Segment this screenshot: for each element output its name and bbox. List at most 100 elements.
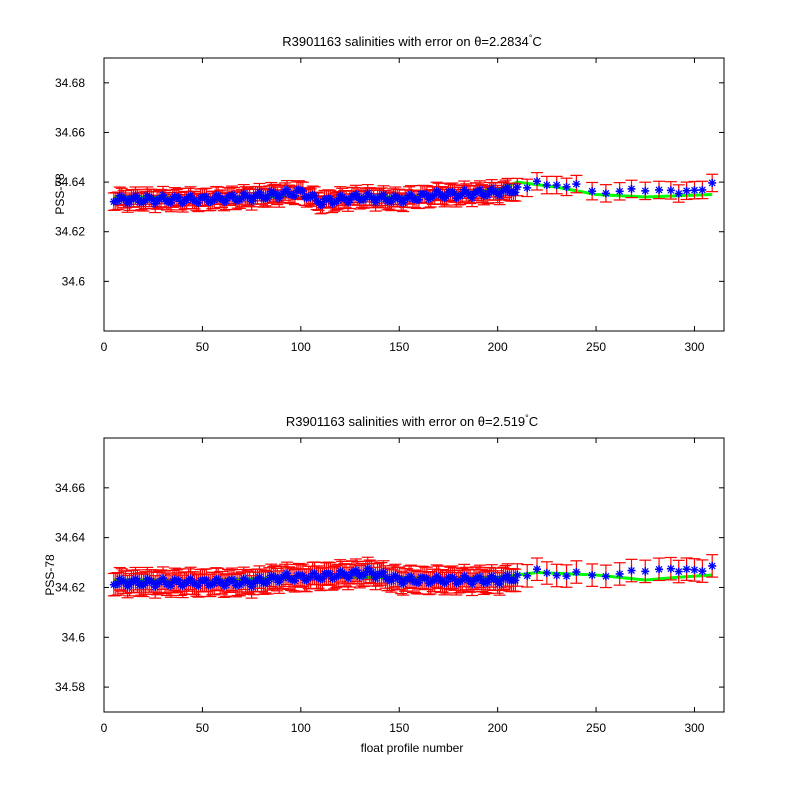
- x-tick-label: 250: [586, 721, 606, 735]
- salinity-point: [380, 191, 387, 198]
- salinity-point: [283, 185, 291, 193]
- salinity-point: [354, 569, 362, 577]
- salinity-point: [683, 565, 691, 573]
- salinity-point: [628, 185, 635, 193]
- x-tick-label: 150: [389, 721, 409, 735]
- y-tick-label: 34.62: [55, 580, 85, 594]
- salinity-point: [572, 568, 580, 576]
- salinity-point: [543, 569, 551, 577]
- salinity-point: [258, 192, 265, 199]
- salinity-point: [683, 187, 691, 195]
- salinity-point: [439, 577, 446, 585]
- salinity-point: [450, 575, 458, 583]
- salinity-point: [488, 184, 496, 192]
- x-tick-label: 250: [586, 340, 606, 354]
- salinity-point: [423, 574, 431, 582]
- salinity-point: [504, 571, 511, 579]
- salinity-point: [691, 186, 698, 194]
- salinity-point: [435, 573, 443, 581]
- salinity-point: [543, 181, 551, 189]
- salinity-point: [488, 572, 496, 580]
- salinity-point: [271, 189, 279, 197]
- salinity-point: [628, 567, 635, 574]
- salinity-point: [476, 572, 484, 580]
- salinity-point: [395, 194, 403, 202]
- x-tick-label: 150: [389, 340, 409, 354]
- salinity-point: [523, 572, 531, 580]
- salinity-point: [602, 572, 610, 580]
- salinity-point: [523, 184, 531, 192]
- x-tick-label: 50: [196, 340, 210, 354]
- x-tick-label: 300: [684, 340, 704, 354]
- y-tick-label: 34.6: [62, 630, 86, 644]
- y-axis-label: PSS-78: [53, 173, 67, 215]
- axis-ticks: 0 50 100 150 200 250 300 34.58 34.6 34.62 34.64 34.…: [55, 438, 724, 735]
- salinity-point: [187, 192, 195, 199]
- salinity-point: [563, 572, 570, 580]
- y-tick-label: 34.58: [55, 680, 85, 694]
- salinity-point: [476, 186, 484, 193]
- salinity-point: [187, 575, 195, 582]
- salinity-point: [423, 190, 431, 198]
- salinity-point: [435, 188, 443, 196]
- y-tick-label: 34.62: [55, 225, 85, 239]
- salinity-point: [572, 180, 580, 188]
- salinity-point: [460, 186, 468, 194]
- salinity-point: [450, 190, 458, 198]
- salinity-point: [553, 572, 561, 579]
- salinity-point: [354, 193, 362, 200]
- salinity-point: [407, 572, 415, 580]
- salinity-point: [667, 565, 675, 573]
- salinity-point: [311, 569, 319, 577]
- x-axis-label: float profile number: [361, 741, 464, 755]
- salinity-point: [588, 187, 596, 195]
- salinity-point: [588, 571, 596, 579]
- y-tick-label: 34.68: [55, 76, 85, 90]
- chart-title: R3901163 salinities with error on θ=2.28…: [282, 33, 542, 49]
- y-tick-label: 34.66: [55, 125, 85, 139]
- salinity-point: [655, 565, 663, 573]
- salinity-point: [478, 576, 486, 584]
- salinity-point: [283, 569, 291, 577]
- y-tick-label: 34.6: [62, 274, 86, 288]
- salinity-point: [175, 193, 183, 201]
- salinity-point: [533, 177, 541, 185]
- salinity-point: [553, 181, 561, 189]
- y-axis-label: PSS-78: [43, 554, 57, 596]
- salinity-point: [655, 186, 663, 194]
- salinity-point: [134, 194, 141, 202]
- data-layer: [107, 172, 719, 215]
- salinity-point: [214, 576, 222, 583]
- salinity-point: [691, 566, 698, 574]
- salinity-point: [364, 189, 372, 197]
- salinity-point: [698, 567, 706, 575]
- top-salinity-chart: R3901163 salinities with error on θ=2.28…: [53, 33, 725, 354]
- plot-frame: [103, 57, 725, 332]
- salinity-point: [214, 192, 222, 200]
- salinity-point: [616, 570, 624, 578]
- salinity-point: [407, 190, 415, 198]
- salinity-point: [698, 186, 706, 194]
- x-tick-label: 100: [291, 340, 311, 354]
- salinity-point: [326, 195, 334, 203]
- salinity-point: [675, 190, 683, 197]
- salinity-point: [563, 183, 570, 191]
- chart-title: R3901163 salinities with error on θ=2.51…: [286, 413, 538, 429]
- plot-frame: [103, 437, 725, 713]
- salinity-point: [667, 186, 675, 194]
- axis-ticks: 0 50 100 150 200 250 300 34.6 34.62 34.64 34.66 34.…: [55, 58, 724, 354]
- salinity-point: [641, 187, 649, 195]
- salinity-point: [175, 576, 183, 584]
- salinity-point: [504, 183, 511, 191]
- salinity-point: [299, 571, 307, 579]
- y-tick-label: 34.64: [55, 175, 85, 189]
- salinity-point: [256, 188, 263, 196]
- salinity-point: [122, 578, 130, 586]
- salinity-point: [708, 562, 716, 570]
- salinity-point: [326, 570, 334, 578]
- salinity-point: [159, 191, 167, 199]
- salinity-point: [159, 574, 167, 582]
- salinity-point: [134, 577, 141, 585]
- salinity-point: [230, 577, 238, 585]
